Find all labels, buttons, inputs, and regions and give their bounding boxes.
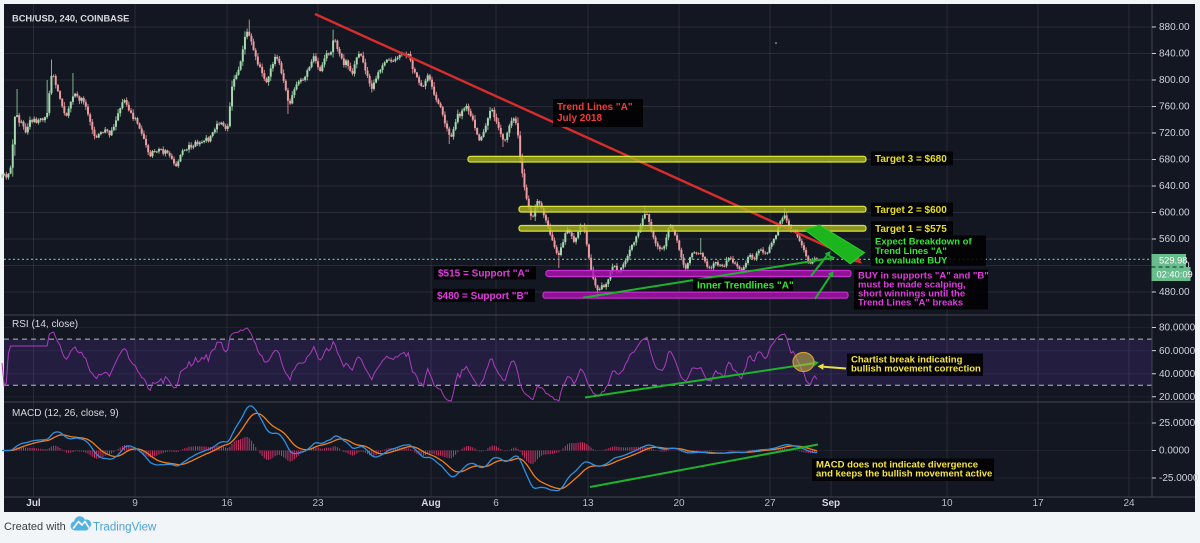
svg-text:840.00: 840.00 (1159, 49, 1190, 60)
svg-text:July 2018: July 2018 (557, 113, 602, 124)
svg-text:16: 16 (221, 498, 233, 509)
svg-text:6: 6 (493, 498, 499, 509)
svg-text:short winnings until the: short winnings until the (858, 289, 965, 300)
svg-text:760.00: 760.00 (1159, 102, 1190, 113)
svg-text:23: 23 (312, 498, 324, 509)
svg-text:24: 24 (1123, 498, 1135, 509)
svg-text:BUY in supports "A" and "B": BUY in supports "A" and "B" (858, 271, 989, 282)
svg-text:Jul: Jul (26, 498, 41, 509)
svg-text:880.00: 880.00 (1159, 22, 1190, 33)
svg-text:-25.0000: -25.0000 (1159, 473, 1199, 484)
svg-text:600.00: 600.00 (1159, 208, 1190, 219)
svg-text:02:40:09: 02:40:09 (1157, 270, 1193, 280)
svg-text:MACD does not indicate diverge: MACD does not indicate divergence (816, 460, 978, 471)
svg-text:Target 3 = $680: Target 3 = $680 (875, 154, 947, 165)
svg-text:Chartist break indicating: Chartist break indicating (851, 355, 963, 366)
svg-text:720.00: 720.00 (1159, 128, 1190, 139)
svg-text:9: 9 (132, 498, 138, 509)
svg-text:must be made scalping,: must be made scalping, (858, 280, 966, 291)
svg-text:17: 17 (1032, 498, 1044, 509)
svg-text:60.0000: 60.0000 (1159, 346, 1196, 357)
svg-text:Trend Lines "A": Trend Lines "A" (875, 246, 947, 257)
svg-text:$480 = Support "B": $480 = Support "B" (437, 291, 529, 302)
svg-text:Sep: Sep (822, 498, 840, 509)
svg-text:20: 20 (673, 498, 685, 509)
svg-text:BCH/USD, 240, COINBASE: BCH/USD, 240, COINBASE (12, 14, 129, 24)
svg-text:680.00: 680.00 (1159, 155, 1190, 166)
svg-text:Trend Lines "A": Trend Lines "A" (557, 102, 633, 113)
svg-text:bullish movement correction: bullish movement correction (851, 364, 981, 375)
svg-text:TradingView: TradingView (93, 522, 157, 534)
svg-text:80.0000: 80.0000 (1159, 323, 1196, 334)
svg-text:Created with: Created with (4, 521, 66, 533)
svg-text:0.0000: 0.0000 (1159, 446, 1190, 457)
svg-text:480.00: 480.00 (1159, 287, 1190, 298)
svg-text:25.0000: 25.0000 (1159, 418, 1196, 429)
svg-text:640.00: 640.00 (1159, 181, 1190, 192)
svg-text:MACD (12, 26, close, 9): MACD (12, 26, close, 9) (12, 408, 119, 419)
svg-text:27: 27 (764, 498, 776, 509)
svg-text:20.0000: 20.0000 (1159, 392, 1196, 403)
svg-text:Target 2 = $600: Target 2 = $600 (875, 205, 947, 216)
svg-text:Aug: Aug (421, 498, 440, 509)
svg-text:Inner Trendlines "A": Inner Trendlines "A" (697, 280, 794, 291)
svg-text:800.00: 800.00 (1159, 75, 1190, 86)
svg-text:RSI (14, close): RSI (14, close) (12, 319, 78, 330)
svg-text:to evaluate BUY: to evaluate BUY (875, 256, 948, 267)
svg-text:Trend Lines "A" breaks: Trend Lines "A" breaks (858, 298, 963, 309)
svg-text:10: 10 (941, 498, 953, 509)
svg-text:13: 13 (582, 498, 594, 509)
svg-text:Expect Breakdown of: Expect Breakdown of (875, 237, 972, 248)
svg-text:and keeps the bullish movement: and keeps the bullish movement active (816, 469, 992, 480)
svg-text:40.0000: 40.0000 (1159, 369, 1196, 380)
svg-text:$515 = Support "A": $515 = Support "A" (438, 269, 530, 280)
svg-text:560.00: 560.00 (1159, 234, 1190, 245)
svg-text:529.98: 529.98 (1159, 256, 1187, 266)
svg-text:Target 1 = $575: Target 1 = $575 (875, 224, 947, 235)
